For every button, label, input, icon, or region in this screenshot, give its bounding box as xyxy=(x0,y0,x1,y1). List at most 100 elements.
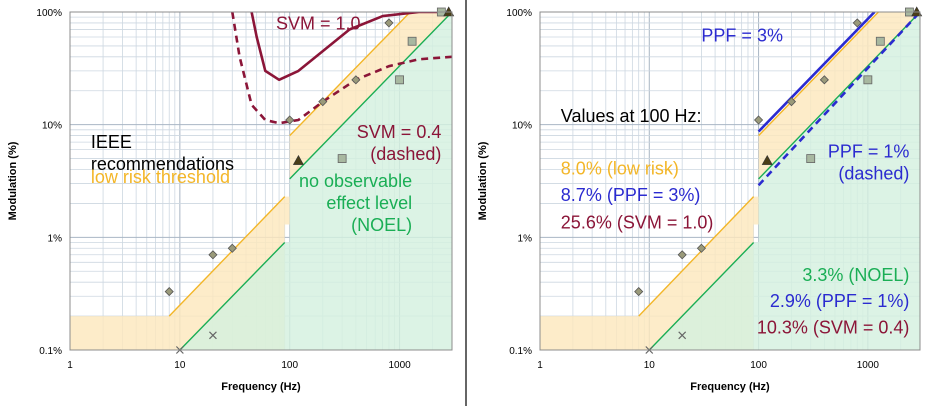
annotation: low risk threshold xyxy=(91,167,230,187)
series-line-ieee-segment-1 xyxy=(289,12,411,137)
annotation-line: recommendations xyxy=(91,154,234,174)
x-tick-label: 10 xyxy=(644,360,656,371)
annotation: PPF = 1% (dashed) xyxy=(828,142,910,184)
y-tick-label: 1% xyxy=(48,233,63,244)
annotation: SVM = 0.4 (dashed) xyxy=(357,122,442,164)
y-axis-label: Modulation (%) xyxy=(7,141,19,220)
x-tick-label: 1 xyxy=(67,360,73,371)
markers xyxy=(164,6,455,354)
y-tick-label: 0.1% xyxy=(39,346,62,357)
series-line-ieee-segment-1 xyxy=(758,12,879,137)
annotations: SVM = 1.0 SVM = 0.4 (dashed) IEEE recommenda… xyxy=(91,13,441,235)
marker-diamond xyxy=(227,243,237,253)
annotation-line: IEEE xyxy=(91,132,132,152)
annotation: PPF = 3% xyxy=(701,25,783,45)
plot-frame xyxy=(69,11,453,351)
annotation: 10.3% (SVM = 0.4) xyxy=(757,318,910,338)
region-noel xyxy=(649,12,920,350)
annotation-line: no observable xyxy=(299,171,412,191)
marker-square xyxy=(407,36,417,46)
marker-diamond xyxy=(208,250,218,260)
tick-labels: 1 10 100 1000 0.1% 1% 10% 100% xyxy=(506,8,879,371)
y-tick-label: 0.1% xyxy=(509,346,532,357)
series-line-noel-segment-0 xyxy=(179,242,286,350)
annotation: 25.6% (SVM = 1.0) xyxy=(561,212,714,232)
annotation-line: effect level xyxy=(326,193,412,213)
region-low-risk xyxy=(540,12,920,350)
annotation-line: 2.9% (PPF = 1%) xyxy=(770,291,910,311)
y-tick-label: 100% xyxy=(36,8,62,19)
x-tick-label: 1000 xyxy=(857,360,880,371)
y-tick-label: 100% xyxy=(506,8,532,19)
annotation-line: PPF = 3% xyxy=(701,25,783,45)
series-line-noel-segment-0 xyxy=(648,242,755,350)
marker-square xyxy=(337,154,347,163)
annotation: IEEE recommendations xyxy=(91,132,234,174)
marker-triangle xyxy=(761,154,773,165)
annotation: 2.9% (PPF = 1%) xyxy=(770,291,910,311)
marker-diamond xyxy=(696,243,706,253)
regions xyxy=(540,12,920,350)
marker-diamond xyxy=(318,97,328,107)
series xyxy=(638,12,920,350)
region-noel xyxy=(179,12,452,350)
x-axis-label: Frequency (Hz) xyxy=(221,381,301,393)
marker-square xyxy=(806,154,816,163)
series-line-ieee-segment-0 xyxy=(638,196,755,317)
annotation-line: 8.7% (PPF = 3%) xyxy=(561,185,701,205)
marker-square xyxy=(863,75,873,85)
marker-diamond xyxy=(819,75,829,85)
y-tick-label: 10% xyxy=(512,121,532,132)
annotation: SVM = 1.0 xyxy=(276,13,361,33)
marker-x xyxy=(678,331,687,340)
x-tick-label: 1000 xyxy=(388,360,411,371)
series xyxy=(168,12,452,350)
marker-diamond xyxy=(351,75,361,85)
tick-labels: 1 10 100 1000 0.1% 1% 10% 100% xyxy=(36,8,411,371)
series-line-svm04 xyxy=(231,12,452,125)
x-tick-label: 100 xyxy=(281,360,298,371)
marker-diamond xyxy=(677,250,687,260)
marker-triangle xyxy=(292,154,304,165)
annotation-line: 25.6% (SVM = 1.0) xyxy=(561,212,714,232)
annotation: 3.3% (NOEL) xyxy=(802,265,909,285)
annotation: 8.7% (PPF = 3%) xyxy=(561,185,701,205)
marker-diamond xyxy=(852,18,862,28)
region-low-risk xyxy=(70,12,452,350)
annotation-line: SVM = 1.0 xyxy=(276,13,361,33)
series-line-noel-segment-1 xyxy=(289,12,452,180)
annotation-line: 3.3% (NOEL) xyxy=(802,265,909,285)
marker-diamond xyxy=(754,115,764,125)
regions xyxy=(70,12,452,350)
series-line-ppf3-segment-0 xyxy=(757,12,876,133)
plot-frame xyxy=(539,11,921,351)
marker-diamond xyxy=(285,115,295,125)
marker-diamond xyxy=(786,97,797,107)
chart-panel-left: 1 10 100 1000 0.1% 1% 10% 100% Frequency (Hz) Mod… xyxy=(7,6,455,393)
x-tick-label: 100 xyxy=(750,360,767,371)
y-axis-label: Modulation (%) xyxy=(477,141,489,220)
y-tick-label: 1% xyxy=(518,233,533,244)
marker-x xyxy=(209,331,217,340)
marker-diamond xyxy=(384,18,394,28)
annotation-line: SVM = 0.4 xyxy=(357,122,442,142)
marker-diamond xyxy=(634,287,644,297)
annotation: 8.0% (low risk) xyxy=(561,159,679,179)
x-tick-label: 1 xyxy=(537,360,543,371)
annotation-line: (dashed) xyxy=(370,144,441,164)
x-tick-label: 10 xyxy=(174,360,186,371)
annotation: Values at 100 Hz: xyxy=(561,106,702,126)
annotation-line: Values at 100 Hz: xyxy=(561,106,702,126)
annotation-line: 10.3% (SVM = 0.4) xyxy=(757,318,910,338)
annotation-line: (NOEL) xyxy=(351,215,412,235)
annotation-line: low risk threshold xyxy=(91,167,230,187)
annotation-line: 8.0% (low risk) xyxy=(561,159,679,179)
series-line-svm1 xyxy=(250,12,452,82)
marker-square xyxy=(875,36,885,46)
annotation: no observable effect level (NOEL) xyxy=(299,171,412,235)
annotation-line: PPF = 1% xyxy=(828,142,910,162)
series-line-ppf1-segment-0 xyxy=(757,12,920,187)
marker-diamond xyxy=(164,287,174,297)
x-axis-label: Frequency (Hz) xyxy=(690,381,770,393)
